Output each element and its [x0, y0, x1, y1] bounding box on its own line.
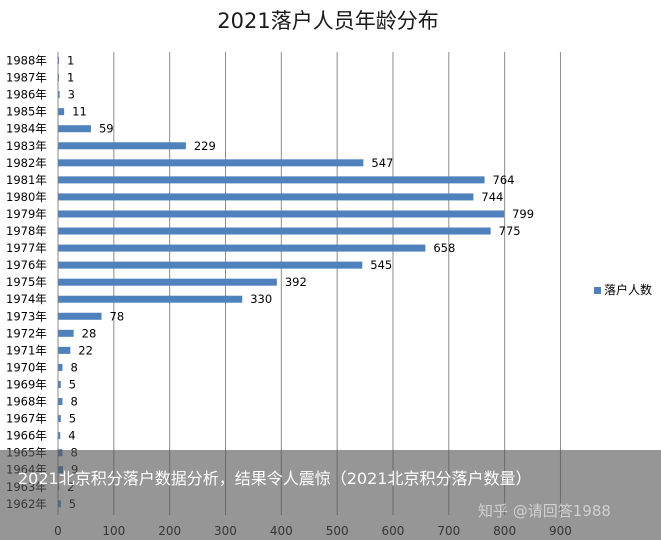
- data-label: 5: [69, 412, 76, 426]
- y-tick-label: 1968年: [6, 395, 47, 409]
- legend: 落户人数: [594, 282, 652, 297]
- data-label: 545: [370, 258, 392, 272]
- bar: [58, 261, 363, 269]
- y-tick-label: 1969年: [6, 377, 47, 391]
- data-label: 4: [68, 429, 75, 443]
- y-tick-label: 1987年: [6, 71, 47, 85]
- y-tick-label: 1983年: [6, 139, 47, 153]
- data-label: 3: [68, 88, 75, 102]
- bar: [58, 432, 61, 440]
- y-tick-label: 1988年: [6, 54, 47, 68]
- y-tick-label: 1975年: [6, 275, 47, 289]
- y-tick-label: 1986年: [6, 88, 47, 102]
- bar: [58, 91, 60, 99]
- bar: [58, 210, 505, 218]
- y-tick-label: 1979年: [6, 207, 47, 221]
- legend-label: 落户人数: [604, 282, 652, 297]
- bar: [58, 176, 485, 184]
- data-label: 392: [285, 275, 307, 289]
- data-label: 764: [493, 173, 515, 187]
- bar: [58, 278, 277, 286]
- y-tick-label: 1972年: [6, 326, 47, 340]
- bars: [58, 57, 505, 508]
- bar: [58, 227, 491, 235]
- caption-overlay: [0, 450, 661, 540]
- data-label: 229: [194, 139, 216, 153]
- data-label: 547: [371, 156, 393, 170]
- data-label: 658: [433, 241, 455, 255]
- y-tick-label: 1973年: [6, 309, 47, 323]
- y-tick-label: 1970年: [6, 360, 47, 374]
- y-tick-label: 1982年: [6, 156, 47, 170]
- y-tick-label: 1980年: [6, 190, 47, 204]
- y-tick-label: 1966年: [6, 429, 47, 443]
- y-tick-label: 1974年: [6, 292, 47, 306]
- data-label: 799: [512, 207, 534, 221]
- y-tick-label: 1981年: [6, 173, 47, 187]
- data-label: 11: [72, 105, 87, 119]
- y-axis-labels: 1988年 1987年 1986年 1985年 1984年 1983年 1982年 1981年…: [6, 54, 47, 511]
- legend-swatch: [594, 287, 601, 294]
- bar: [58, 329, 74, 337]
- bar: [58, 398, 63, 406]
- data-label: 59: [99, 122, 114, 136]
- data-label: 78: [110, 309, 125, 323]
- bar: [58, 346, 71, 354]
- y-tick-label: 1977年: [6, 241, 47, 255]
- bar: [58, 142, 186, 150]
- bar: [58, 415, 61, 423]
- data-label: 5: [69, 377, 76, 391]
- chart-title: 2021落户人员年龄分布: [217, 9, 438, 33]
- y-tick-label: 1984年: [6, 122, 47, 136]
- bar: [58, 159, 364, 167]
- data-label: 8: [70, 395, 77, 409]
- data-label: 8: [70, 360, 77, 374]
- bar: [58, 193, 474, 201]
- bar: [58, 363, 63, 371]
- bar: [58, 108, 65, 116]
- y-tick-label: 1971年: [6, 343, 47, 357]
- data-label: 1: [67, 54, 74, 68]
- data-label: 330: [250, 292, 272, 306]
- bar: [58, 295, 243, 303]
- bar: [58, 380, 61, 388]
- data-label: 775: [499, 224, 521, 238]
- data-label: 1: [67, 71, 74, 85]
- bar: [58, 244, 426, 252]
- data-label: 22: [78, 343, 93, 357]
- y-tick-label: 1967年: [6, 412, 47, 426]
- article-caption[interactable]: 2021北京积分落户数据分析，结果令人震惊（2021北京积分落户数量）: [18, 469, 532, 488]
- data-label: 28: [82, 326, 97, 340]
- y-tick-label: 1976年: [6, 258, 47, 272]
- y-tick-label: 1985年: [6, 105, 47, 119]
- data-label: 744: [481, 190, 503, 204]
- bar: [58, 125, 91, 133]
- bar: [58, 312, 102, 320]
- y-tick-label: 1978年: [6, 224, 47, 238]
- watermark: 知乎 @请回答1988: [478, 502, 611, 520]
